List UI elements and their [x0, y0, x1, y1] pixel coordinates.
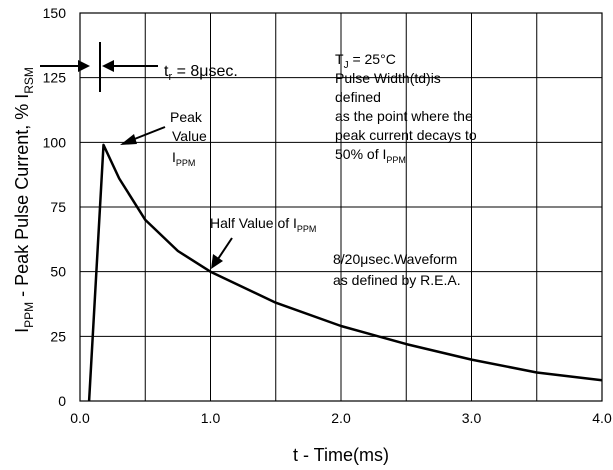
- y-axis-title-middle: - Peak Pulse Current, % I: [12, 94, 32, 302]
- x-tick-label: 2.0: [331, 410, 351, 426]
- rise-time-marker: [40, 42, 158, 92]
- conditions-tj-subscript: J: [344, 60, 349, 71]
- rise-time-left-arrowhead: [78, 60, 90, 72]
- y-tick-label: 75: [50, 199, 66, 215]
- conditions-line6-text: 50% of I: [335, 146, 386, 162]
- conditions-tj-symbol: T: [335, 51, 344, 67]
- y-axis-title-symbol: I: [12, 328, 32, 333]
- x-tick-label: 1.0: [201, 410, 221, 426]
- conditions-line6: 50% of IPPM: [335, 146, 406, 165]
- plot-frame: [79, 12, 603, 402]
- y-tick-label: 50: [50, 264, 66, 280]
- half-value-arrow-shaft: [217, 237, 233, 260]
- x-tick-label: 0.0: [70, 410, 90, 426]
- half-value-subscript: PPM: [297, 224, 317, 234]
- y-axis-title: IPPM - Peak Pulse Current, % IRSM: [12, 67, 36, 333]
- tick-labels: 0.0 1.0 2.0 3.0 4.0 0 25 50 75 100 125 150: [43, 5, 612, 426]
- half-value-text: Half Value of I: [210, 215, 297, 231]
- y-tick-label: 100: [43, 134, 67, 150]
- x-tick-label: 4.0: [592, 410, 612, 426]
- conditions-line2: Pulse Width(td)is: [335, 70, 441, 86]
- half-value-label: Half Value of IPPM: [210, 215, 316, 234]
- y-axis-title-subscript1: PPM: [22, 302, 36, 328]
- conditions-tj: TJ = 25°C: [335, 51, 396, 71]
- rise-time-value: = 8μsec.: [172, 63, 238, 80]
- peak-symbol: I: [172, 149, 176, 165]
- rise-time-label: tr = 8μsec.: [164, 63, 238, 83]
- peak-subscript: PPM: [176, 158, 196, 168]
- peak-label-line1: Peak: [170, 109, 203, 125]
- waveform-curve: [87, 143, 603, 402]
- rise-time-right-arrowhead: [102, 60, 114, 72]
- grid-lines: [80, 13, 602, 401]
- waveform-line2: as defined by R.E.A.: [333, 272, 461, 288]
- conditions-line4: as the point where the: [335, 108, 473, 124]
- rise-time-subscript: r: [168, 71, 172, 83]
- peak-arrowhead: [120, 134, 137, 145]
- x-tick-label: 3.0: [462, 410, 482, 426]
- conditions-tj-value: = 25°C: [349, 51, 396, 67]
- half-value-arrowhead: [211, 254, 223, 269]
- y-tick-label: 150: [43, 5, 67, 21]
- rise-time-symbol: t: [164, 63, 169, 80]
- conditions-line3: defined: [335, 89, 381, 105]
- peak-arrow-shaft: [131, 126, 166, 141]
- x-axis-title: t - Time(ms): [293, 445, 389, 465]
- waveform-line1: 8/20μsec.Waveform: [333, 251, 457, 267]
- conditions-line5: peak current decays to: [335, 127, 477, 143]
- y-tick-label: 25: [50, 328, 66, 344]
- y-tick-label: 0: [58, 393, 66, 409]
- y-tick-label: 125: [43, 70, 67, 86]
- y-axis-title-subscript2: RSM: [22, 67, 36, 94]
- peak-label-line3: IPPM: [172, 149, 195, 168]
- conditions-line6-subscript: PPM: [386, 155, 406, 165]
- peak-label-line2: Value: [172, 128, 207, 144]
